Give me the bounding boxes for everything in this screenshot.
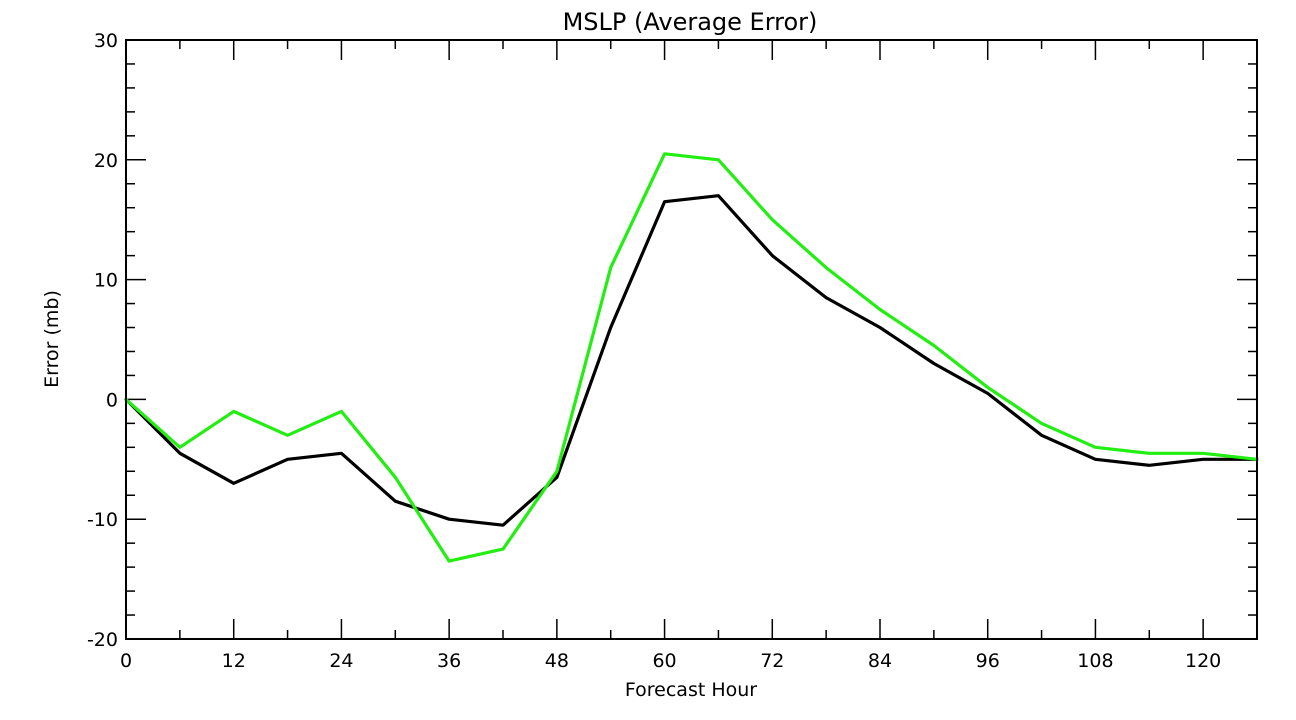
x-tick-label: 36 (437, 650, 461, 672)
chart-title: MSLP (Average Error) (563, 8, 818, 36)
y-axis: -20 -10 0 10 20 30 (87, 30, 1257, 651)
y-tick-label: 0 (106, 389, 118, 411)
y-tick-label: -20 (87, 629, 118, 651)
series-group (124, 152, 1259, 563)
x-tick-label: 48 (545, 650, 569, 672)
x-tick-label: 84 (868, 650, 892, 672)
x-tick-label: 120 (1185, 650, 1221, 672)
x-tick-label: 72 (760, 650, 784, 672)
x-axis: 0 12 24 36 48 60 72 84 96 108 120 (120, 40, 1258, 672)
y-tick-label: 20 (94, 150, 118, 172)
x-tick-label: 12 (222, 650, 246, 672)
x-tick-label: 108 (1077, 650, 1113, 672)
x-tick-label: 0 (120, 650, 132, 672)
series-line-2 (124, 152, 1259, 563)
y-tick-label: -10 (87, 509, 118, 531)
y-tick-label: 30 (94, 30, 118, 52)
x-tick-label: 60 (652, 650, 676, 672)
plot-frame (125, 39, 1258, 640)
x-axis-label: Forecast Hour (625, 679, 757, 701)
y-axis-label: Error (mb) (41, 290, 63, 388)
series-line-1 (124, 194, 1259, 527)
x-tick-label: 96 (976, 650, 1000, 672)
y-tick-label: 10 (94, 270, 118, 292)
x-tick-label: 24 (329, 650, 353, 672)
